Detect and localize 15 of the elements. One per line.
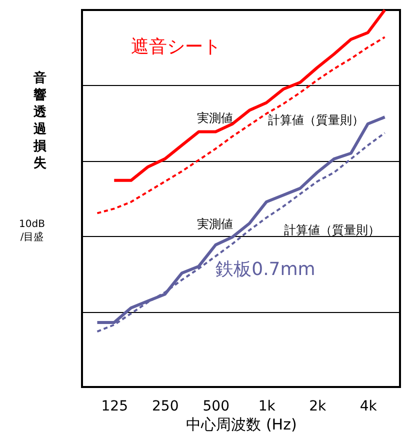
x-tick-label: 250 [152,398,179,414]
x-tick-label: 2k [309,398,328,414]
annotation: 計算値（質量則） [268,113,364,127]
x-tick-label: 1k [258,398,276,414]
x-tick-label: 500 [202,398,230,414]
series-label: 鉄板0.7mm [216,259,316,280]
text: 10dB/目盛 [19,219,46,243]
annotation: 実測値 [197,111,233,125]
x-axis-title: 中心周波数 (Hz) [186,416,297,434]
annotation: 実測値 [197,217,233,231]
annotation: 計算値（質量則） [284,223,380,237]
x-tick-label: 4k [360,398,378,414]
text: 遮音シート [131,36,222,58]
x-tick-label: 125 [101,398,128,414]
y-axis-title: 音響透過損失 [32,70,48,171]
